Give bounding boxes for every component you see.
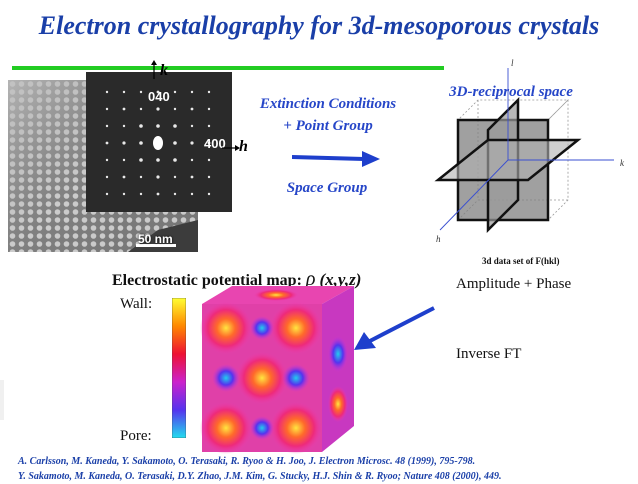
data-set-label: 3d data set of F(hkl) [482, 256, 560, 266]
wall-label: Wall: [120, 296, 153, 312]
left-edge-strip [0, 380, 4, 420]
reference-2: Y. Sakamoto, M. Kaneda, O. Terasaki, D.Y… [18, 471, 502, 482]
references: A. Carlsson, M. Kaneda, Y. Sakamoto, O. … [18, 454, 638, 484]
down-left-arrow-icon [354, 306, 435, 350]
inverse-ft: Inverse FT [456, 346, 522, 362]
k-axis-arrow-icon [151, 60, 157, 79]
map-title: Electrostatic potential map: ρ (x,y,z) [112, 268, 361, 291]
axis-label-k-reciprocal: k [620, 158, 624, 168]
right-arrow-icon [292, 151, 380, 167]
point-group: + Point Group [283, 118, 373, 134]
axis-label-l: l [511, 58, 514, 68]
pore-label: Pore: [120, 428, 152, 444]
extinction-conditions: Extinction Conditions [259, 96, 397, 112]
reciprocal-space-title: 3D-reciprocal space [449, 84, 573, 100]
rho-symbol: ρ [305, 268, 316, 290]
scale-bar [136, 244, 176, 247]
space-group: Space Group [286, 180, 368, 196]
page-title: Electron crystallography for 3d-mesoporo… [38, 11, 600, 40]
map-coords: (x,y,z) [319, 270, 362, 289]
color-scale-bar [172, 298, 186, 438]
reciprocal-space-cube [434, 68, 614, 234]
spot-label-400: 400 [204, 136, 226, 151]
h-axis-arrow-icon [222, 145, 240, 151]
potential-map-cube [200, 286, 354, 454]
title-underline [12, 66, 444, 70]
scale-bar-label: 50 nm [138, 232, 173, 246]
diffraction-pattern [86, 72, 232, 212]
amplitude-phase: Amplitude + Phase [456, 276, 572, 292]
axis-label-h: h [239, 138, 248, 155]
axis-label-k: k [160, 62, 168, 79]
reference-1: A. Carlsson, M. Kaneda, Y. Sakamoto, O. … [18, 456, 476, 467]
spot-label-040: 040 [148, 89, 170, 104]
map-title-prefix: Electrostatic potential map: [112, 272, 302, 289]
axis-label-h-reciprocal: h [436, 234, 441, 244]
